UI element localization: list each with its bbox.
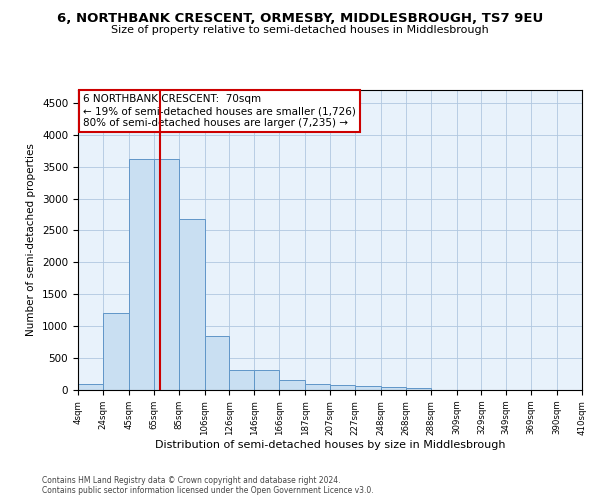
Bar (179, 219, 205, 390)
Bar (330, 385, 355, 390)
Bar (305, 384, 330, 390)
Bar (129, 159, 154, 390)
Bar (355, 386, 381, 390)
X-axis label: Distribution of semi-detached houses by size in Middlesbrough: Distribution of semi-detached houses by … (155, 440, 505, 450)
Bar (406, 388, 431, 390)
Bar (229, 370, 254, 390)
Text: 6, NORTHBANK CRESCENT, ORMESBY, MIDDLESBROUGH, TS7 9EU: 6, NORTHBANK CRESCENT, ORMESBY, MIDDLESB… (57, 12, 543, 26)
Y-axis label: Number of semi-detached properties: Number of semi-detached properties (26, 144, 37, 336)
Bar (78, 384, 103, 390)
Text: Contains HM Land Registry data © Crown copyright and database right 2024.
Contai: Contains HM Land Registry data © Crown c… (42, 476, 374, 495)
Bar (381, 387, 406, 390)
Bar (279, 380, 305, 390)
Bar (205, 336, 229, 390)
Text: Size of property relative to semi-detached houses in Middlesbrough: Size of property relative to semi-detach… (111, 25, 489, 35)
Text: 6 NORTHBANK CRESCENT:  70sqm
← 19% of semi-detached houses are smaller (1,726)
8: 6 NORTHBANK CRESCENT: 70sqm ← 19% of sem… (83, 94, 356, 128)
Bar (103, 314, 129, 390)
Bar (154, 159, 179, 390)
Bar (254, 370, 279, 390)
